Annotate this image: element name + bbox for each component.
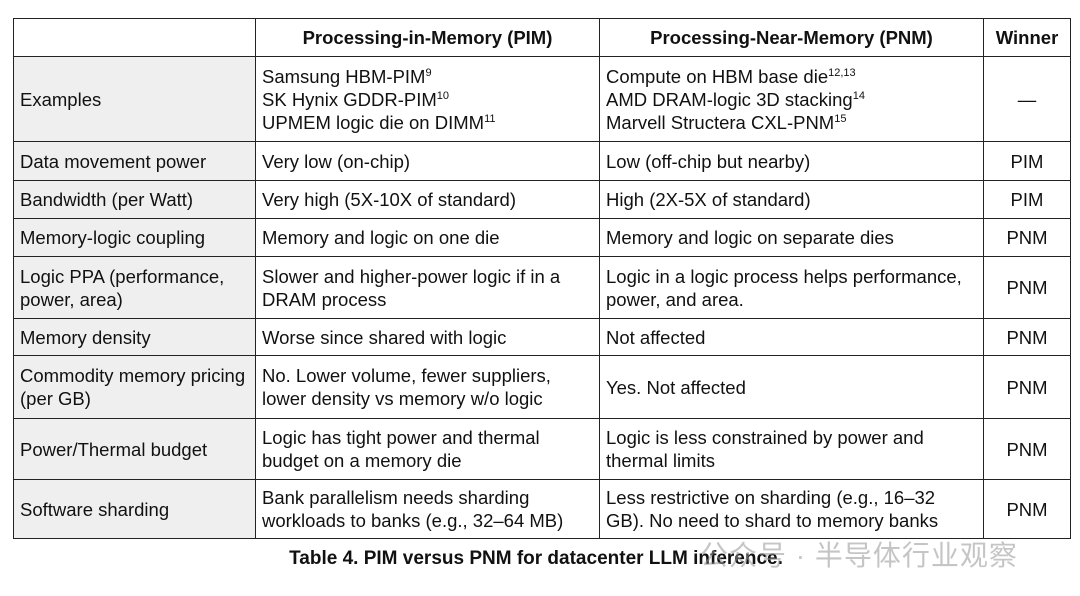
table-cell: Commodity memory pricing (per GB) <box>13 355 256 419</box>
table-cell: Compute on HBM base die12,13 AMD DRAM-log… <box>599 56 984 142</box>
caption: Table 4. PIM versus PNM for datacenter L… <box>289 548 783 569</box>
table-row: Power/Thermal budget Logic has tight powe… <box>13 418 1071 480</box>
table-cell: Very high (5X-10X of standard) <box>255 180 600 219</box>
cell-line: AMD DRAM-logic 3D stacking14 <box>606 88 977 111</box>
table-row: Memory-logic coupling Memory and logic on… <box>13 218 1071 257</box>
table-cell: PNM <box>983 256 1071 319</box>
table-cell: Software sharding <box>13 479 256 539</box>
footnote-ref: 9 <box>425 66 432 79</box>
table-cell: PNM <box>983 479 1071 539</box>
footnote-ref: 12,13 <box>828 66 856 79</box>
line-text: AMD DRAM-logic 3D stacking <box>606 88 853 110</box>
table-cell: Data movement power <box>13 141 256 181</box>
table-cell: Bandwidth (per Watt) <box>13 180 256 219</box>
header-cell: Processing-in-Memory (PIM) <box>255 18 600 57</box>
cell-line: UPMEM logic die on DIMM11 <box>262 111 593 134</box>
table-cell: Less restrictive on sharding (e.g., 16–3… <box>599 479 984 539</box>
cell-line: Marvell Structera CXL-PNM15 <box>606 111 977 134</box>
table-cell: Memory and logic on separate dies <box>599 218 984 257</box>
table-cell: PNM <box>983 318 1071 356</box>
table-cell: PNM <box>983 218 1071 257</box>
header-row: Processing-in-Memory (PIM) Processing-Nea… <box>13 18 1071 57</box>
table-cell: — <box>983 56 1071 142</box>
footnote-ref: 15 <box>834 112 847 125</box>
cell-line: Samsung HBM-PIM9 <box>262 65 593 88</box>
table-cell: Logic has tight power and thermal budget… <box>255 418 600 480</box>
line-text: Compute on HBM base die <box>606 65 829 87</box>
table-row: Logic PPA (performance, power, area) Slow… <box>13 256 1071 319</box>
watermark: 公众号 · 半导体行业观察 <box>700 540 1018 571</box>
table-cell: Very low (on-chip) <box>255 141 600 181</box>
line-text: Marvell Structera CXL-PNM <box>606 111 835 133</box>
line-text: SK Hynix GDDR-PIM <box>262 88 437 110</box>
table-cell: Power/Thermal budget <box>13 418 256 480</box>
table-row: Software sharding Bank parallelism needs … <box>13 479 1071 539</box>
table-row: Bandwidth (per Watt) Very high (5X-10X of… <box>13 180 1071 219</box>
table-cell: Low (off-chip but nearby) <box>599 141 984 181</box>
table-cell: Samsung HBM-PIM9 SK Hynix GDDR-PIM10 UPMEM… <box>255 56 600 142</box>
header-cell <box>13 18 256 57</box>
comparison-table: Processing-in-Memory (PIM) Processing-Nea… <box>13 18 1071 539</box>
table-cell: Bank parallelism needs sharding workload… <box>255 479 600 539</box>
table-cell: PIM <box>983 180 1071 219</box>
table-row: Examples Samsung HBM-PIM9 SK Hynix GDDR-PI… <box>13 56 1071 142</box>
table-cell: PIM <box>983 141 1071 181</box>
cell-line: Compute on HBM base die12,13 <box>606 65 977 88</box>
table-cell: Examples <box>13 56 256 142</box>
line-text: UPMEM logic die on DIMM <box>262 111 485 133</box>
table-row: Memory density Worse since shared with lo… <box>13 318 1071 356</box>
table-cell: Logic is less constrained by power and t… <box>599 418 984 480</box>
table-cell: Yes. Not affected <box>599 355 984 419</box>
table-cell: Logic PPA (performance, power, area) <box>13 256 256 319</box>
cell-line: SK Hynix GDDR-PIM10 <box>262 88 593 111</box>
table-cell: Memory density <box>13 318 256 356</box>
table-cell: Memory and logic on one die <box>255 218 600 257</box>
table-cell: High (2X-5X of standard) <box>599 180 984 219</box>
table-cell: No. Lower volume, fewer suppliers, lower… <box>255 355 600 419</box>
header-cell: Winner <box>983 18 1071 57</box>
footnote-ref: 11 <box>484 112 496 125</box>
table-cell: Worse since shared with logic <box>255 318 600 356</box>
table-cell: Memory-logic coupling <box>13 218 256 257</box>
footnote-ref: 10 <box>436 89 449 102</box>
table-cell: PNM <box>983 355 1071 419</box>
table-cell: Logic in a logic process helps performan… <box>599 256 984 319</box>
table-row: Commodity memory pricing (per GB) No. Low… <box>13 355 1071 419</box>
line-text: Samsung HBM-PIM <box>262 65 426 87</box>
table-cell: Not affected <box>599 318 984 356</box>
table-cell: PNM <box>983 418 1071 480</box>
footnote-ref: 14 <box>852 89 865 102</box>
table-row: Data movement power Very low (on-chip) Low… <box>13 141 1071 181</box>
header-cell: Processing-Near-Memory (PNM) <box>599 18 984 57</box>
table-cell: Slower and higher-power logic if in a DR… <box>255 256 600 319</box>
